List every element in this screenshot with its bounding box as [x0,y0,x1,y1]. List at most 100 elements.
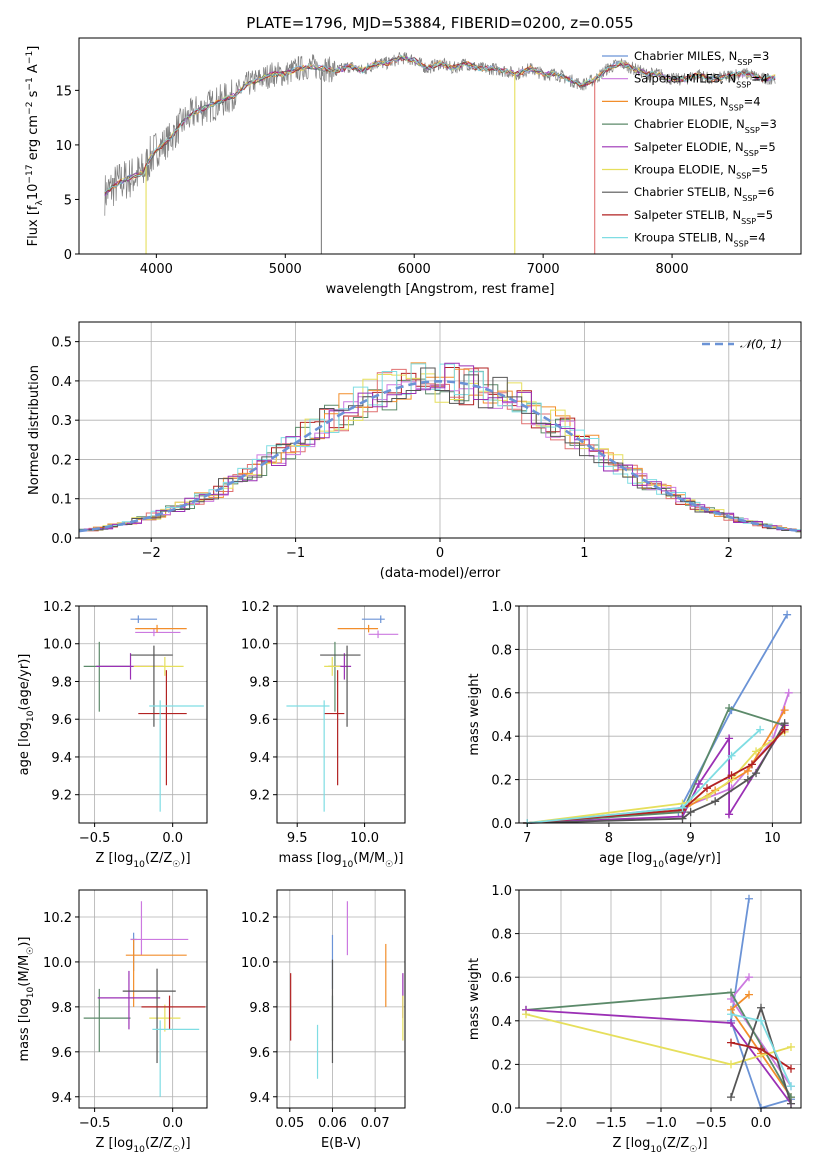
residuals-ytick-label: 0.3 [51,414,72,429]
weight-marker [727,1010,735,1019]
weight-marker [725,734,734,743]
weight_vs_Z-ytick-label: 0.8 [491,928,512,943]
weight_vs_age-ytick-label: 0.2 [491,774,512,789]
weight_vs_age-xtick-label: 7 [523,831,531,846]
mass_vs_Z-ytick-label: 10.2 [43,911,72,926]
mass_vs_Z-ytick-label: 9.8 [51,1001,72,1016]
weight-line [527,729,761,824]
weight_vs_age-ytick-label: 1.0 [491,600,512,615]
residuals-xtick-label: 2 [725,546,733,561]
weight_vs_Z-xtick-label: −1.0 [645,1116,677,1131]
weight-marker [686,808,695,817]
residuals-ytick-label: 0.2 [51,453,72,468]
weight-marker [783,610,792,619]
age_vs_Z-ytick-label: 10.0 [43,638,72,653]
spectrum-xtick-label: 7000 [527,262,560,277]
mass_vs_EBV-ytick-label: 9.6 [249,1046,270,1061]
residuals-ytick-label: 0.4 [51,375,72,390]
weight-marker [756,725,765,734]
weight_vs_age-ytick-label: 0.0 [491,817,512,832]
weight_vs_age-ytick-label: 0.8 [491,643,512,658]
mass_vs_EBV-ytick-label: 10.2 [241,911,270,926]
residuals-xtick-label: −2 [142,546,161,561]
weight-marker [727,751,736,760]
age_vs_Z-ytick-label: 9.8 [51,675,72,690]
weight_vs_age-ytick-label: 0.4 [491,730,512,745]
spectrum-ytick-label: 5 [64,193,72,208]
mass_vs_Z-xlabel: Z [log10(Z/Z☉)] [95,1136,190,1155]
weight_vs_age-xlabel: age [log10(age/yr)] [599,851,721,870]
legend-label: Kroupa MILES, NSSP=4 [634,94,761,112]
age_vs_Z-ytick-label: 9.4 [51,751,72,766]
age_vs_Z-ylabel: age [log10(age/yr)] [17,654,36,776]
age_vs_mass-ytick-label: 9.8 [249,675,270,690]
figure-title: PLATE=1796, MJD=53884, FIBERID=0200, z=0… [246,14,633,32]
gaussian-legend-label: 𝒩(0, 1) [740,337,782,351]
weight-marker [727,1093,735,1102]
mass_vs_Z-ytick-label: 9.4 [51,1091,72,1106]
weight-line [730,898,792,1110]
spectrum-ylabel: Flux [fλ10−17 erg cm−2 s−1 A−1] [25,46,45,247]
weight-marker [694,779,703,788]
spectrum-ytick-label: 0 [64,248,72,263]
spectrum-xtick-label: 4000 [140,262,173,277]
spectrum-xtick-label: 6000 [398,262,431,277]
residual-histogram [79,363,801,531]
age_vs_mass-ytick-label: 9.2 [249,789,270,804]
legend-label: Salpeter ELODIE, NSSP=5 [634,140,776,158]
legend-label: Salpeter STELIB, NSSP=5 [634,208,773,226]
residuals-xlabel: (data-model)/error [380,566,501,581]
age_vs_mass-xtick-label: 10.0 [350,831,379,846]
weight-marker [752,747,761,756]
mass_vs_Z-xtick-label: 0.0 [162,1116,183,1131]
mass_vs_Z-frame [78,889,208,1109]
weight-marker [727,1038,735,1047]
weight-line [527,706,785,824]
age_vs_Z-xtick-label: 0.0 [162,831,183,846]
spectrum-xtick-label: 8000 [656,262,689,277]
weight_vs_age-xtick-label: 10 [764,831,781,846]
mass_vs_EBV-ytick-label: 9.8 [249,1001,270,1016]
legend-label: Chabrier MILES, NSSP=3 [634,49,769,67]
weight-marker [787,1082,795,1091]
weight-line [729,993,792,1098]
age_vs_mass-ytick-label: 10.2 [241,600,270,615]
spectrum-frame [78,37,802,255]
weight-marker [757,1016,765,1025]
weight-marker [757,1003,765,1012]
age_vs_mass-xtick-label: 9.5 [287,831,308,846]
weight-line [527,729,786,824]
mass_vs_EBV-xtick-label: 0.05 [275,1116,304,1131]
age_vs_mass-xlabel: mass [log10(M/M☉)] [279,851,404,870]
age_vs_Z-xlabel: Z [log10(Z/Z☉)] [95,851,190,870]
mass_vs_Z-ylabel: mass [log10(M/M☉)] [17,937,36,1062]
weight-marker [780,725,789,734]
weight-marker [787,1064,795,1073]
mass_vs_EBV-xtick-label: 0.06 [318,1116,347,1131]
weight-marker [703,792,711,801]
model-spectrum [104,55,776,194]
age_vs_mass-frame [276,605,406,824]
weight_vs_age-ylabel: mass weight [467,673,482,755]
weight-marker [757,1045,765,1054]
weight-marker [678,803,687,812]
weight-marker [522,1010,530,1019]
model-spectrum [104,54,776,193]
mass_vs_EBV-xtick-label: 0.07 [361,1116,390,1131]
age_vs_mass-ytick-label: 9.4 [249,751,270,766]
weight-marker [727,988,735,997]
weight_vs_age-frame [518,605,802,824]
age_vs_Z-ytick-label: 9.2 [51,789,72,804]
residuals-xtick-label: −1 [286,546,305,561]
legend-label: Kroupa STELIB, NSSP=4 [634,231,766,249]
weight-marker [743,775,752,784]
weight-marker [745,990,753,999]
age_vs_Z-ytick-label: 10.2 [43,600,72,615]
weight_vs_age-ytick-label: 0.6 [491,687,512,702]
weight-marker [725,810,734,819]
spectrum-xtick-label: 5000 [269,262,302,277]
residuals-xtick-label: 0 [436,546,444,561]
mass_vs_Z-ytick-label: 9.6 [51,1046,72,1061]
